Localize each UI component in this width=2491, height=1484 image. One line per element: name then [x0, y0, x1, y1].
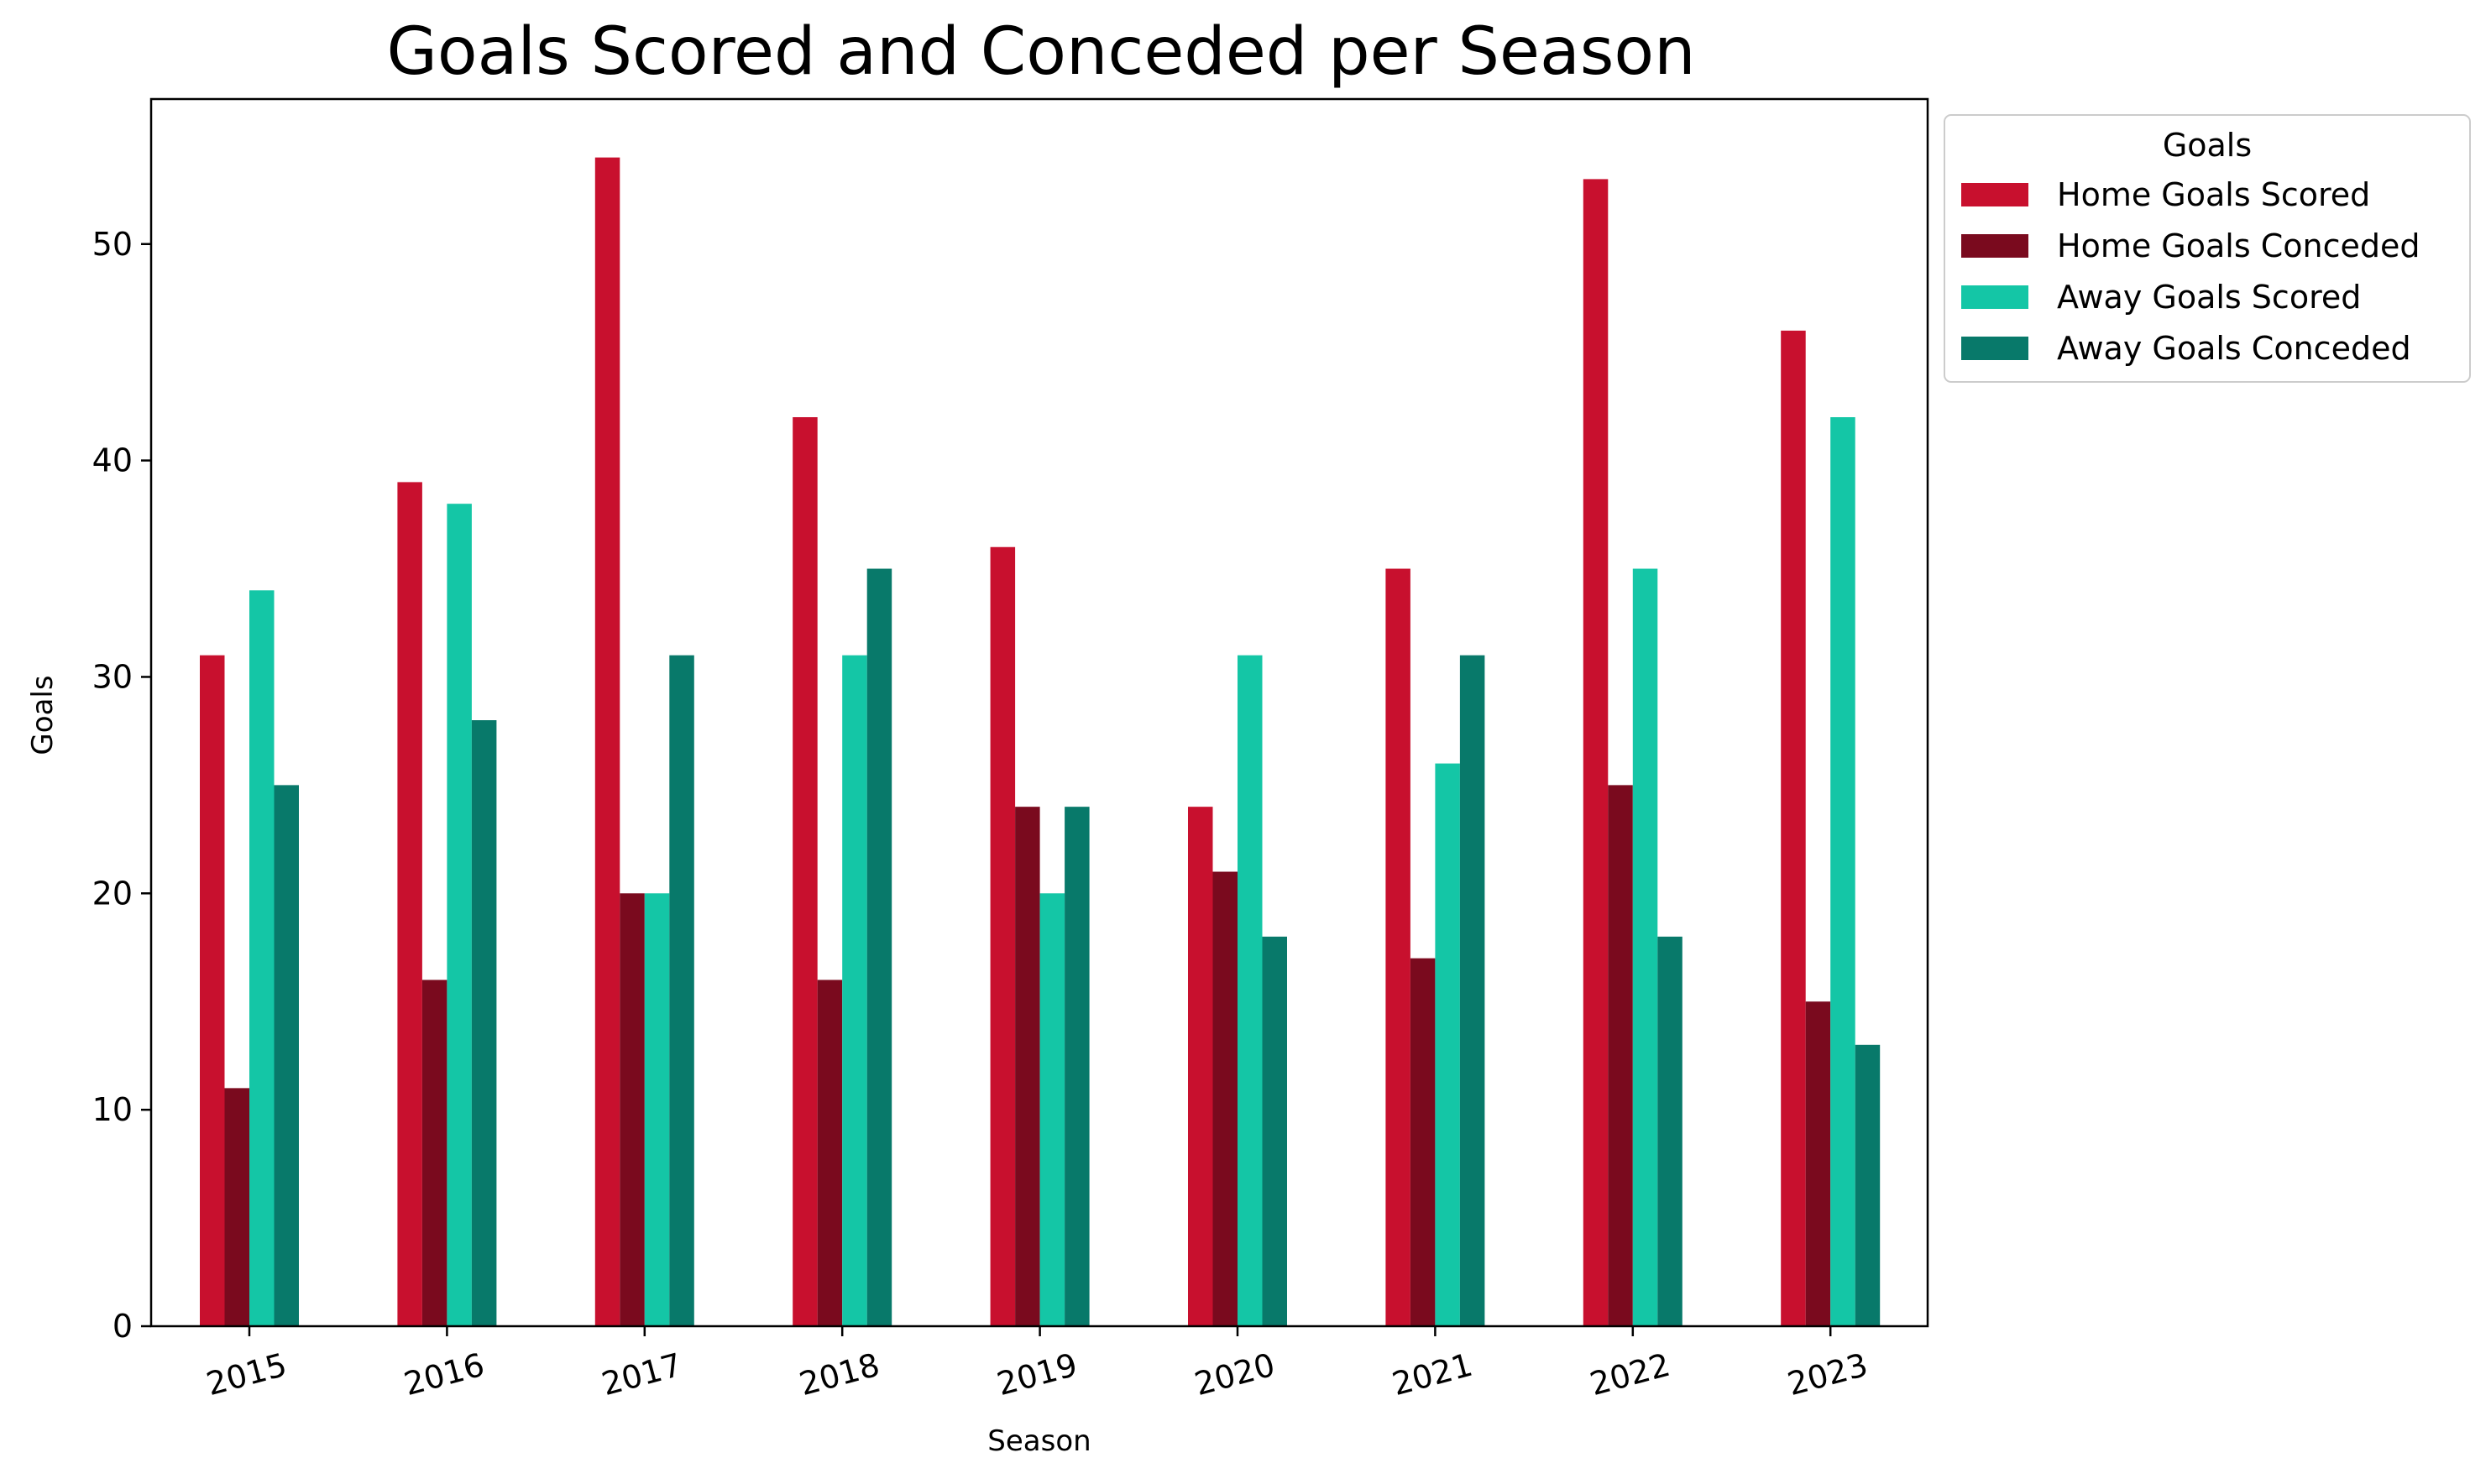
bar-home-goals-scored-2019: [990, 546, 1016, 1326]
bar-home-goals-scored-2021: [1385, 568, 1410, 1326]
x-tick-label: 2017: [598, 1346, 686, 1403]
x-tick-label: 2016: [400, 1346, 489, 1403]
chart-title: Goals Scored and Conceded per Season: [386, 14, 1695, 90]
x-tick-label: 2023: [1783, 1346, 1871, 1403]
bar-away-goals-conceded-2021: [1459, 655, 1485, 1326]
bar-away-goals-scored-2015: [249, 590, 275, 1326]
x-tick-label: 2015: [202, 1346, 290, 1403]
y-axis: 0 10 20 30 40 50: [92, 226, 151, 1345]
bar-home-goals-conceded-2023: [1805, 1001, 1831, 1326]
bar-away-goals-conceded-2016: [471, 720, 497, 1326]
legend-label: Away Goals Conceded: [2057, 330, 2411, 367]
x-axis: 2015 2016 2017 2018 2019 2020 2021 2022 2023: [202, 1326, 1871, 1403]
bar-home-goals-scored-2023: [1781, 330, 1806, 1326]
bar-away-goals-scored-2019: [1039, 893, 1065, 1326]
y-tick-label: 10: [92, 1091, 133, 1128]
bar-away-goals-conceded-2022: [1657, 936, 1682, 1326]
bar-away-goals-conceded-2019: [1065, 807, 1090, 1326]
y-tick-label: 20: [92, 875, 133, 912]
legend-label: Home Goals Conceded: [2057, 227, 2420, 264]
y-tick-label: 30: [92, 658, 133, 695]
y-axis-label: Goals: [26, 675, 60, 755]
bar-away-goals-scored-2021: [1435, 763, 1460, 1326]
bar-home-goals-scored-2016: [397, 482, 422, 1326]
bar-home-goals-conceded-2021: [1410, 958, 1436, 1326]
legend-title: Goals: [2163, 127, 2252, 164]
legend-label: Away Goals Scored: [2057, 279, 2361, 316]
y-tick-label: 50: [92, 226, 133, 263]
bar-home-goals-conceded-2016: [421, 980, 447, 1326]
x-tick-label: 2022: [1586, 1346, 1674, 1403]
x-tick-label: 2019: [993, 1346, 1081, 1403]
bar-away-goals-conceded-2023: [1855, 1044, 1881, 1326]
bar-away-goals-scored-2022: [1632, 568, 1658, 1326]
y-tick-label: 40: [92, 442, 133, 479]
bar-home-goals-conceded-2020: [1212, 871, 1238, 1326]
legend-box: [1944, 114, 2471, 383]
legend-label: Home Goals Scored: [2057, 176, 2370, 213]
bar-home-goals-scored-2020: [1188, 807, 1213, 1326]
y-tick-label: 0: [113, 1308, 133, 1345]
bar-home-goals-conceded-2017: [620, 893, 645, 1326]
bar-home-goals-conceded-2019: [1015, 807, 1040, 1326]
legend: Goals Home Goals Scored Home Goals Conced…: [1944, 114, 2471, 383]
bar-home-goals-scored-2018: [793, 417, 818, 1326]
bar-home-goals-scored-2022: [1583, 179, 1609, 1326]
legend-entries: Home Goals Scored Home Goals Conceded Away…: [1961, 176, 2420, 367]
bar-home-goals-conceded-2015: [224, 1088, 249, 1326]
bar-away-goals-scored-2016: [447, 504, 472, 1326]
bar-away-goals-conceded-2017: [669, 655, 694, 1326]
x-tick-label: 2021: [1389, 1346, 1477, 1403]
bar-away-goals-conceded-2018: [866, 568, 892, 1326]
bar-away-goals-conceded-2015: [274, 785, 299, 1326]
bar-home-goals-conceded-2018: [817, 980, 843, 1326]
bar-home-goals-scored-2015: [200, 655, 225, 1326]
x-tick-label: 2020: [1191, 1346, 1279, 1403]
bar-away-goals-scored-2023: [1830, 417, 1855, 1326]
legend-swatch: [1961, 234, 2028, 258]
bar-away-goals-scored-2017: [644, 893, 670, 1326]
bar-away-goals-scored-2020: [1238, 655, 1263, 1326]
x-tick-label: 2018: [795, 1346, 883, 1403]
x-axis-label: Season: [987, 1424, 1091, 1458]
bar-home-goals-scored-2017: [594, 157, 620, 1326]
bar-away-goals-scored-2018: [842, 655, 867, 1326]
bars-layer: [200, 157, 1881, 1326]
legend-swatch: [1961, 285, 2028, 309]
legend-swatch: [1961, 183, 2028, 206]
bar-home-goals-conceded-2022: [1608, 785, 1633, 1326]
bar-away-goals-conceded-2020: [1262, 936, 1287, 1326]
legend-swatch: [1961, 337, 2028, 360]
